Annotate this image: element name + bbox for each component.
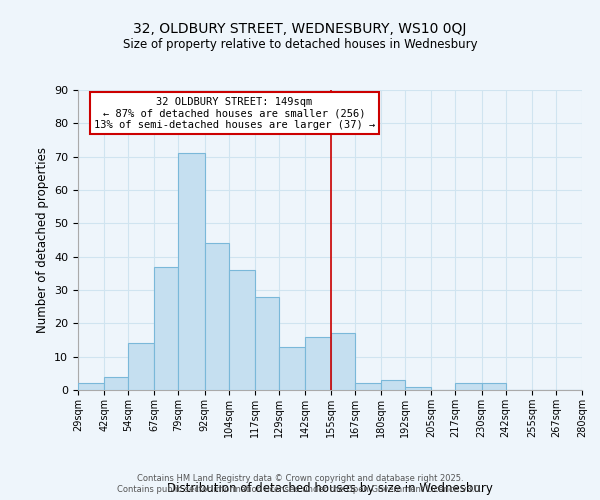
Text: 32 OLDBURY STREET: 149sqm
← 87% of detached houses are smaller (256)
13% of semi: 32 OLDBURY STREET: 149sqm ← 87% of detac… bbox=[94, 96, 375, 130]
Bar bbox=[279, 346, 305, 390]
Bar bbox=[78, 384, 104, 390]
Bar bbox=[104, 376, 128, 390]
Bar bbox=[305, 336, 331, 390]
Text: Contains HM Land Registry data © Crown copyright and database right 2025.
Contai: Contains HM Land Registry data © Crown c… bbox=[118, 474, 482, 494]
Bar bbox=[405, 386, 431, 390]
Bar bbox=[229, 270, 255, 390]
X-axis label: Distribution of detached houses by size in Wednesbury: Distribution of detached houses by size … bbox=[167, 482, 493, 494]
Bar bbox=[128, 344, 154, 390]
Bar bbox=[482, 384, 506, 390]
Bar bbox=[355, 384, 381, 390]
Bar bbox=[381, 380, 405, 390]
Bar bbox=[255, 296, 279, 390]
Y-axis label: Number of detached properties: Number of detached properties bbox=[35, 147, 49, 333]
Bar bbox=[455, 384, 482, 390]
Bar bbox=[331, 334, 355, 390]
Bar bbox=[154, 266, 178, 390]
Bar bbox=[178, 154, 205, 390]
Text: Size of property relative to detached houses in Wednesbury: Size of property relative to detached ho… bbox=[122, 38, 478, 51]
Text: 32, OLDBURY STREET, WEDNESBURY, WS10 0QJ: 32, OLDBURY STREET, WEDNESBURY, WS10 0QJ bbox=[133, 22, 467, 36]
Bar bbox=[205, 244, 229, 390]
